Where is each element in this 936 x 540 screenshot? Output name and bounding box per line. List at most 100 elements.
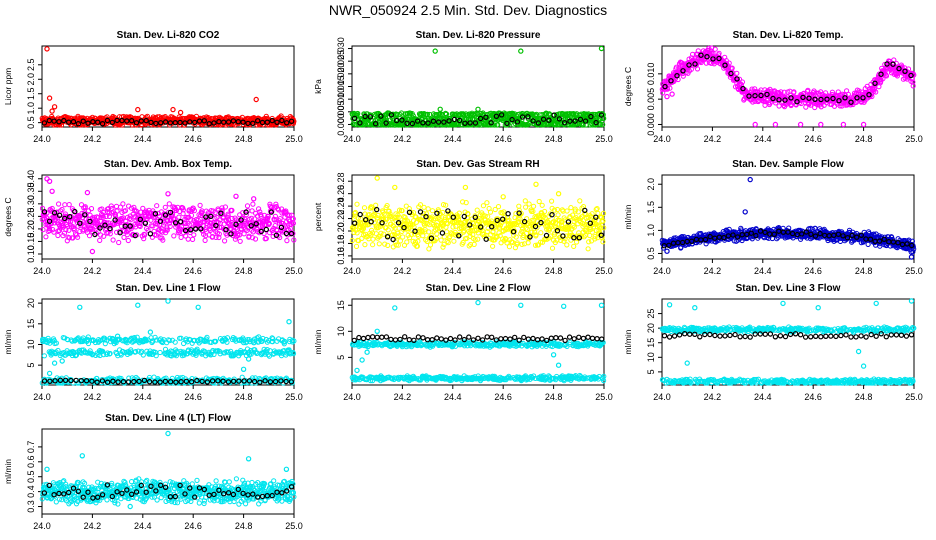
data-point <box>444 229 450 235</box>
x-tick-label: 25.0 <box>285 266 303 276</box>
outlier-point <box>518 48 524 54</box>
data-point <box>190 236 196 242</box>
x-tick-label: 24.4 <box>134 392 152 402</box>
data-point <box>526 201 532 207</box>
data-point <box>522 198 528 204</box>
data-point <box>370 242 376 248</box>
data-point <box>568 205 574 211</box>
overlay-point <box>41 120 48 126</box>
data-point <box>41 353 48 359</box>
data-point <box>451 238 457 244</box>
overlay-point <box>124 118 130 124</box>
x-tick-label: 24.0 <box>653 266 671 276</box>
data-point <box>373 202 379 208</box>
data-point <box>865 241 871 247</box>
x-tick-label: 25.0 <box>595 266 613 276</box>
x-tick-label: 24.8 <box>235 134 253 144</box>
overlay-point <box>216 118 222 125</box>
y-tick-label: 1.0 <box>26 102 36 115</box>
data-series-main <box>349 175 607 252</box>
outlier-point <box>742 209 748 215</box>
overlay-point <box>264 119 270 125</box>
data-point <box>362 242 368 248</box>
chart-panel-3: Stan. Dev. Li-820 Temp.degrees C24.0 24.2… <box>623 30 923 144</box>
x-tick-label: 25.0 <box>905 134 923 144</box>
overlay-point <box>80 118 86 124</box>
y-tick-label: 5 <box>26 363 36 368</box>
x-tick-label: 24.2 <box>704 266 722 276</box>
x-tick-label: 24.8 <box>545 266 563 276</box>
overlay-point <box>46 117 53 124</box>
x-tick-label: 24.4 <box>754 134 772 144</box>
y-tick-label: 0.005 <box>336 101 346 124</box>
data-point <box>555 212 561 218</box>
x-tick-label: 24.2 <box>704 134 722 144</box>
data-point <box>202 237 208 243</box>
y-tick-label: 0.000 <box>646 113 656 136</box>
data-point <box>125 237 131 244</box>
outlier-point <box>437 106 443 113</box>
outlier-point <box>772 121 779 128</box>
data-point <box>86 233 93 239</box>
data-point <box>382 117 388 123</box>
data-series-main <box>659 45 917 128</box>
y-tick-label: 0.40 <box>26 170 36 188</box>
y-tick-label: 0.5 <box>26 116 36 129</box>
chart-title: Stan. Dev. Gas Stream RH <box>416 159 539 170</box>
data-point <box>355 110 361 117</box>
outlier-point <box>253 96 259 103</box>
x-tick-label: 24.2 <box>394 134 412 144</box>
outlier-point <box>46 178 53 184</box>
outlier-point <box>49 188 55 194</box>
x-tick-label: 24.4 <box>444 134 462 144</box>
data-point <box>185 236 191 242</box>
overlay-point <box>153 120 159 127</box>
x-tick-label: 24.8 <box>855 134 873 144</box>
outlier-point <box>392 184 398 191</box>
x-tick-label: 24.2 <box>84 266 102 276</box>
overlay-point <box>211 120 217 126</box>
y-tick-label: 0.010 <box>646 63 656 86</box>
outlier-point <box>89 248 96 255</box>
y-axis-label: Licor ppm <box>3 68 13 105</box>
data-point <box>395 233 402 239</box>
outlier-point <box>840 121 847 128</box>
x-tick-label: 24.0 <box>33 266 51 276</box>
data-point <box>154 203 160 209</box>
data-point <box>244 203 251 209</box>
overlay-point <box>284 120 290 126</box>
data-point <box>361 111 367 117</box>
data-point <box>421 204 427 210</box>
overlay-point <box>250 120 256 127</box>
chart-title: Stan. Dev. Li-820 Temp. <box>733 30 844 41</box>
x-tick-label: 25.0 <box>905 266 923 276</box>
chart-panel-4: Stan. Dev. Amb. Box Temp.degrees C24.0 24… <box>3 159 303 276</box>
y-tick-label: 10 <box>26 339 36 349</box>
y-tick-label: 0.5 <box>646 247 656 260</box>
overlay-point <box>263 226 269 233</box>
x-tick-label: 24.6 <box>184 134 202 144</box>
data-point <box>120 201 126 207</box>
overlay-point <box>85 120 91 126</box>
overlay-point <box>109 119 116 126</box>
data-point <box>116 239 122 246</box>
plot-border <box>661 174 915 260</box>
y-axis-label: degrees C <box>3 197 13 236</box>
data-point <box>250 201 256 207</box>
data-point <box>166 201 172 207</box>
y-tick-label: 1.0 <box>646 224 656 237</box>
x-tick-label: 24.4 <box>134 266 152 276</box>
overlay-point <box>177 119 183 126</box>
overlay-point <box>225 119 232 125</box>
y-axis-label: kPa <box>313 79 323 94</box>
data-point <box>538 230 544 236</box>
data-series-main <box>349 45 607 128</box>
data-point <box>353 243 360 249</box>
y-tick-label: 2.5 <box>26 59 36 72</box>
y-tick-label: 2.0 <box>646 178 656 191</box>
x-tick-label: 24.8 <box>235 392 253 402</box>
